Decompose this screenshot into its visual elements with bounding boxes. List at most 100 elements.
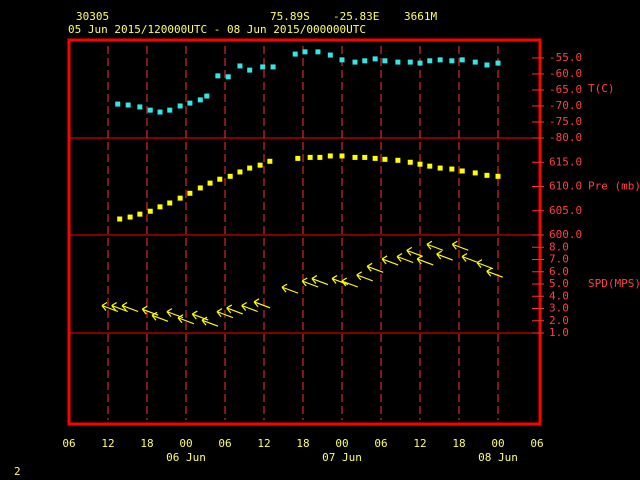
x-tick-label: 00 [335,437,348,450]
data-point [147,208,153,214]
data-point [437,57,443,63]
data-point [187,190,193,196]
y-tick-label: 615.0 [549,155,582,168]
data-point [307,154,313,160]
y-tick-label: 2.0 [549,314,569,327]
data-point [295,155,301,161]
y-tick-label: -60.0 [549,67,582,80]
data-point [495,173,501,179]
wind-arrow [476,259,494,270]
data-point [372,155,378,161]
page-number: 2 [14,465,21,478]
wind-arrow [381,255,399,266]
wind-arrow [406,246,424,257]
data-point [327,52,333,58]
elevation: 3661M [404,10,437,23]
data-point [292,51,298,57]
x-tick-label: 00 [179,437,192,450]
date-label: 07 Jun [322,451,362,464]
data-point [352,59,358,65]
data-point [472,170,478,176]
data-point [167,107,173,113]
data-point [395,157,401,163]
latitude: 75.89S [270,10,310,23]
data-point [407,59,413,65]
data-point [459,168,465,174]
data-point [204,93,210,99]
y-tick-label: 605.0 [549,204,582,217]
data-point [315,49,321,55]
data-point [260,64,266,70]
y-tick-label: 7.0 [549,253,569,266]
y-tick-label: 610.0 [549,180,582,193]
wind-arrow [366,262,384,273]
data-point [147,107,153,113]
data-point [449,166,455,172]
x-tick-label: 18 [452,437,465,450]
x-tick-label: 06 [374,437,387,450]
data-point [177,195,183,201]
wind-arrow [356,271,373,282]
y-tick-label: 8.0 [549,240,569,253]
wind-arrow [341,277,359,288]
data-point [327,153,333,159]
data-point [407,159,413,165]
data-point [137,104,143,110]
longitude: -25.83E [333,10,379,23]
wind-arrow [111,301,128,313]
x-tick-label: 18 [140,437,153,450]
data-point [157,109,163,115]
x-tick-label: 12 [257,437,270,450]
data-point [395,59,401,65]
data-point [302,49,308,55]
data-point [382,58,388,64]
wind-arrow [426,240,444,251]
data-point [317,154,323,160]
plot-frame [67,38,542,426]
y-axis-label: SPD(MPS) [588,277,640,290]
wind-arrow [461,252,479,264]
data-point [417,161,423,167]
wind-arrow [121,301,139,313]
y-tick-label: 6.0 [549,265,569,278]
data-point [362,58,368,64]
wind-arrow [486,267,503,278]
data-point [197,185,203,191]
y-tick-label: 5.0 [549,277,569,290]
data-point [339,153,345,159]
data-point [339,57,345,63]
data-point [127,214,133,220]
wind-arrow [201,316,219,327]
data-point [237,169,243,175]
data-point [484,62,490,68]
data-point [372,56,378,62]
data-point [427,163,433,169]
wind-arrow [151,311,169,322]
data-point [382,156,388,162]
y-tick-label: 3.0 [549,302,569,315]
y-tick-label: -75.0 [549,115,582,128]
data-point [247,67,253,73]
y-tick-label: 600.0 [549,228,582,241]
data-point [125,102,131,108]
y-tick-label: -80.0 [549,131,582,144]
wind-arrow [416,255,434,266]
wind-arrow [191,310,209,321]
data-point [472,59,478,65]
x-tick-label: 12 [101,437,114,450]
data-point [115,101,121,107]
data-point [187,100,193,106]
data-point [417,60,423,66]
y-axis-label: T(C) [588,82,615,95]
x-tick-label: 12 [413,437,426,450]
date-label: 06 Jun [166,451,206,464]
y-tick-label: 4.0 [549,289,569,302]
date-label: 08 Jun [478,451,518,464]
wind-arrow [141,305,159,316]
data-point [267,158,273,164]
wind-arrow [177,314,195,325]
data-point [484,172,490,178]
wind-arrow [451,240,469,251]
data-point [449,58,455,64]
